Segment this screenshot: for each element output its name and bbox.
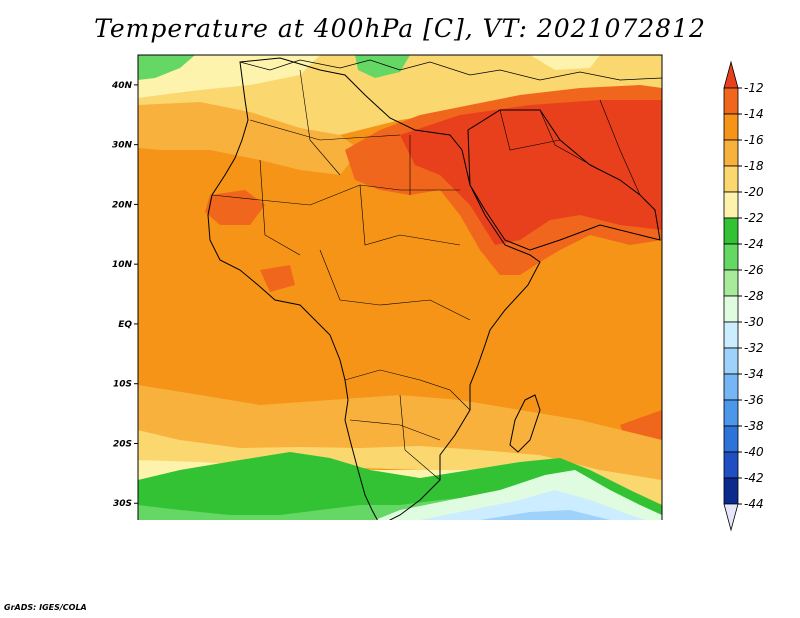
lat-tick-label: 20S [113,439,132,449]
colorbar-label: -36 [744,393,764,407]
grads-credit: GrADS: IGES/COLA [4,603,87,612]
map-title: Temperature at 400hPa [C], VT: 202107281… [94,14,706,43]
colorbar-segment [723,87,739,115]
temperature-field [138,55,662,520]
lat-tick-label: 10S [113,380,132,390]
arabia-coastline [467,109,661,251]
colorbar-segment [723,243,739,271]
colorbar-label: -16 [744,133,764,147]
colorbar-label: -40 [744,445,764,459]
lat-tick-label: 30N [112,141,133,151]
colorbar-bottom-arrow [723,503,739,532]
colorbar-segment [723,139,739,167]
colorbar: -12 -14 -16 -18 -20 -22 -24 -26 -28 -30 -32 -34 -36 -… [723,60,764,532]
lat-tick-label: 20N [112,200,133,210]
madagascar-outline [509,394,541,453]
europe-coastline [239,59,662,81]
plot-frame [137,54,663,520]
temperature-map: 30W20W10W010E20E30E40E50E60E70E40N30N20N… [111,54,663,520]
colorbar-label: -32 [744,341,764,355]
lat-tick-label: EQ [118,320,132,330]
lat-tick-label: 10N [112,260,133,270]
colorbar-label: -30 [744,315,764,329]
colorbar-label: -24 [744,237,764,251]
colorbar-label: -18 [744,159,764,173]
colorbar-top-arrow [723,60,739,89]
colorbar-label: -34 [744,367,764,381]
colorbar-label: -28 [744,289,764,303]
colorbar-label: -44 [744,497,764,511]
colorbar-segment [723,425,739,453]
colorbar-segment [723,321,739,349]
colorbar-segment [723,113,739,141]
map-axes: 30W20W10W010E20E30E40E50E60E70E40N30N20N… [111,81,138,509]
colorbar-segment [723,165,739,193]
africa-coastline [207,57,541,520]
country-borders [211,69,641,481]
lat-tick-label: 40N [111,81,133,91]
colorbar-label: -22 [744,211,764,225]
colorbar-segment [723,217,739,245]
colorbar-segment [723,451,739,479]
colorbar-label: -42 [744,471,764,485]
colorbar-label: -26 [744,263,764,277]
lat-tick-label: 30S [113,499,132,509]
colorbar-label: -20 [744,185,764,199]
colorbar-segment [723,191,739,219]
colorbar-segment [723,399,739,427]
colorbar-segment [723,347,739,375]
colorbar-label: -38 [744,419,764,433]
colorbar-label: -12 [744,81,764,95]
colorbar-segment [723,477,739,505]
colorbar-segment [723,373,739,401]
colorbar-segment [723,295,739,323]
colorbar-label: -14 [744,107,764,121]
colorbar-segment [723,269,739,297]
